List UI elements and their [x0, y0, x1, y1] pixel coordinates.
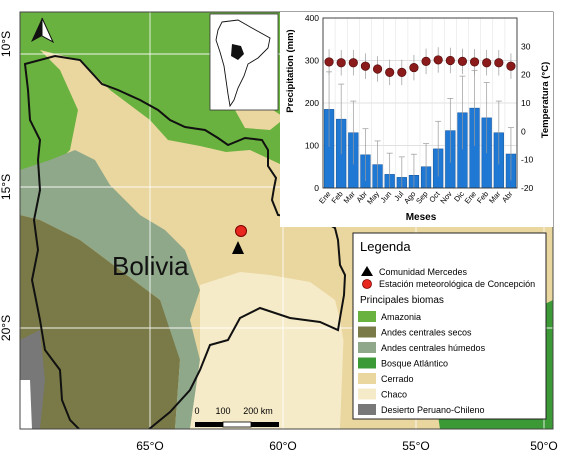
temp-point — [469, 57, 480, 67]
temp-point — [324, 57, 334, 67]
legend: Legenda Comunidad Mercedes Estación mete… — [352, 232, 547, 420]
lon-label: 60°O — [269, 439, 296, 453]
lat-label: 15°S — [0, 174, 13, 200]
temp-point — [336, 58, 346, 68]
biome-swatch — [358, 388, 376, 400]
y-tick-label: 0 — [314, 183, 319, 193]
biome-label: Bosque Atlántico — [381, 359, 448, 369]
x-axis-label: Meses — [406, 212, 437, 223]
y2-tick-label: 20 — [521, 70, 531, 80]
legend-point-label: Comunidad Mercedes — [379, 267, 468, 277]
chaco-region — [190, 272, 345, 429]
scale-label: 200 km — [243, 406, 273, 416]
temp-point — [457, 56, 468, 66]
climate-chart: Precipitation (mm) Temperatura (°C) Mese… — [280, 12, 553, 227]
biome-label: Chaco — [381, 390, 407, 400]
biome-label: Amazonia — [381, 312, 421, 322]
y-tick-label: 100 — [305, 141, 319, 151]
scale-label: 100 — [215, 406, 230, 416]
ocean-region — [20, 380, 32, 429]
y2-tick-label: -10 — [521, 155, 534, 165]
circle-icon — [362, 279, 372, 289]
scale-bar: 0 100 200 km — [194, 406, 279, 428]
temp-point — [433, 55, 443, 65]
biome-swatch — [358, 311, 376, 322]
andes-humedos-region — [20, 150, 200, 320]
biome-list: Amazonia Andes centrales secos Andes centr… — [358, 311, 486, 415]
temp-point — [482, 58, 492, 68]
y-tick-label: 200 — [305, 98, 319, 108]
legend-point-label: Estación meteorológica de Concepción — [379, 279, 535, 289]
biomes-title: Principales biomas — [360, 295, 444, 306]
temp-point — [421, 56, 431, 66]
temp-point — [385, 67, 395, 77]
biome-swatch — [358, 357, 376, 369]
cerrado-patch — [235, 108, 285, 130]
biome-label: Cerrado — [381, 374, 414, 384]
biome-label: Desierto Peruano-Chileno — [381, 405, 485, 415]
temp-point — [445, 55, 455, 66]
y-axis-label: Precipitation (mm) — [285, 29, 296, 112]
inset-map — [209, 13, 279, 111]
north-arrow-icon — [31, 17, 55, 44]
temp-point — [494, 58, 504, 68]
temp-point — [360, 61, 371, 71]
y2-tick-label: 10 — [521, 98, 531, 108]
temp-point — [397, 67, 407, 77]
lon-label: 50°O — [530, 439, 557, 453]
scale-label: 0 — [194, 406, 199, 416]
lon-label: 65°O — [136, 439, 163, 453]
y-tick-label: 300 — [305, 56, 319, 66]
biome-label: Andes centrales húmedos — [381, 343, 486, 353]
lat-label: 10°S — [0, 31, 13, 57]
y2-tick-label: 0 — [521, 126, 526, 136]
plot-frame — [322, 17, 518, 189]
station-marker — [235, 225, 247, 237]
temp-point — [372, 64, 383, 74]
andes-secos-region — [20, 215, 190, 429]
biome-swatch — [358, 326, 376, 338]
y2-axis-label: Temperatura (°C) — [540, 62, 551, 138]
lat-label: 20°S — [0, 315, 13, 341]
andes-humedos-strip — [160, 300, 200, 429]
community-marker — [232, 241, 244, 254]
bolivia-border — [23, 54, 347, 429]
biome-swatch — [358, 342, 376, 353]
temp-point — [348, 58, 358, 68]
temp-point — [409, 62, 419, 73]
amazonia-west — [20, 50, 78, 170]
country-label: Bolivia — [112, 251, 189, 281]
biome-swatch — [358, 373, 376, 384]
temp-point — [506, 61, 516, 71]
biome-swatch — [358, 404, 376, 415]
legend-title: Legenda — [360, 239, 411, 254]
triangle-icon — [361, 266, 373, 276]
y2-tick-label: -20 — [521, 183, 534, 193]
y-tick-label: 400 — [305, 13, 319, 23]
biome-label: Andes centrales secos — [381, 328, 472, 338]
lon-label: 55°O — [402, 439, 429, 453]
y2-tick-label: 30 — [521, 41, 531, 51]
